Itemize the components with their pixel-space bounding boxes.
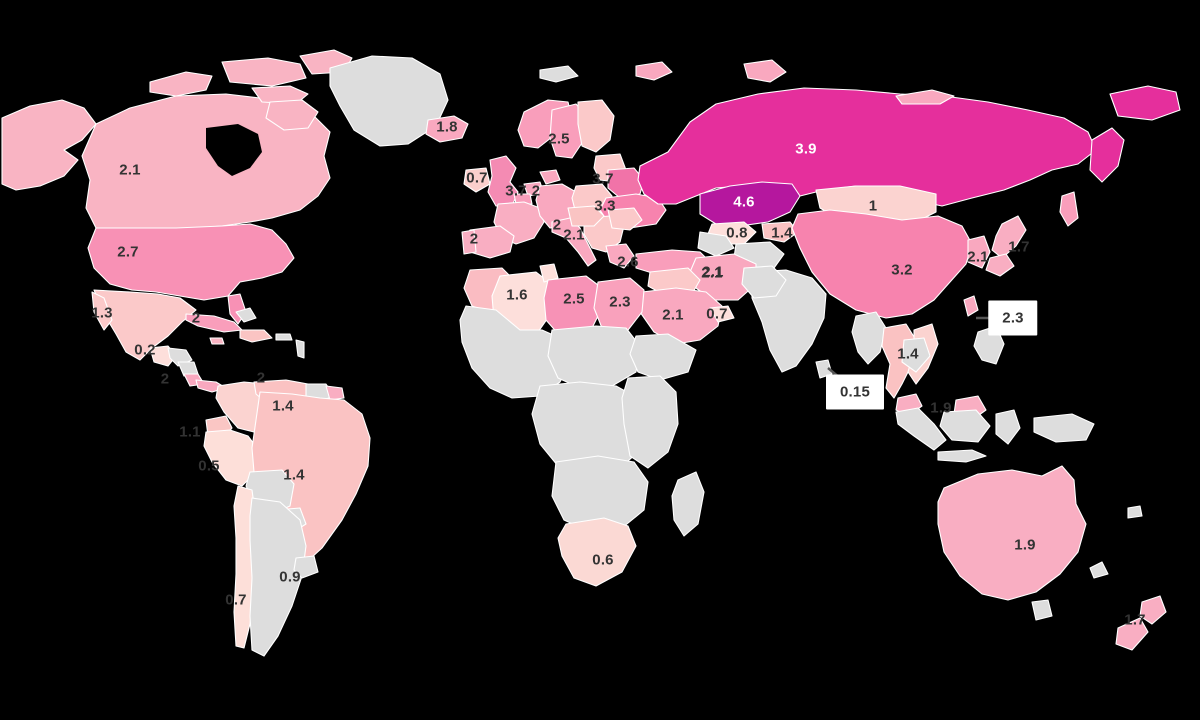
country-australia	[937, 465, 1087, 601]
country-finland	[577, 99, 615, 153]
canada-baffin-island	[265, 99, 319, 131]
africa-sahel	[547, 325, 641, 389]
svalbard	[635, 61, 673, 81]
country-austria-hungary	[567, 205, 605, 227]
country-japan	[991, 215, 1027, 259]
russia-sakhalin	[1059, 191, 1079, 227]
pacific-islands-1	[1127, 505, 1143, 519]
africa-south-central	[551, 455, 649, 533]
country-kyrgyzstan	[761, 221, 799, 243]
country-qatar-uae	[709, 305, 735, 323]
canada-arctic-island-2	[221, 57, 307, 87]
country-greenland	[329, 55, 449, 147]
country-new-zealand-south	[1115, 617, 1149, 651]
country-papua-new-guinea	[1033, 413, 1095, 443]
country-mexico	[93, 289, 197, 361]
country-jamaica	[209, 337, 225, 345]
canada-arctic-island-3	[251, 85, 309, 105]
country-puerto-rico	[275, 333, 293, 341]
country-pakistan	[741, 265, 787, 299]
country-cuba	[185, 313, 243, 333]
country-indonesia-borneo	[939, 409, 991, 443]
country-belgium	[513, 193, 533, 205]
country-new-zealand-north	[1139, 595, 1167, 625]
country-indonesia-sumatra	[895, 407, 947, 451]
country-indonesia-sulawesi	[995, 409, 1021, 445]
country-alaska	[1, 99, 97, 191]
canada-arctic-islands	[149, 71, 213, 97]
russia-arctic-islands	[895, 89, 955, 105]
country-canada	[81, 93, 331, 231]
country-tunisia	[539, 263, 559, 283]
country-french-guiana	[325, 385, 345, 401]
russia-chukotka	[1109, 85, 1181, 121]
country-taiwan	[963, 295, 979, 317]
country-united-states	[87, 223, 295, 301]
country-denmark	[539, 169, 561, 185]
russia-kamchatka	[1089, 127, 1125, 183]
country-portugal	[461, 229, 477, 255]
arctic-island-far	[539, 65, 579, 83]
country-argentina	[249, 497, 307, 657]
country-china	[791, 209, 973, 319]
country-uruguay	[293, 555, 319, 579]
africa-east	[621, 375, 679, 469]
country-laos-cambodia	[901, 337, 931, 373]
country-iceland	[425, 115, 469, 143]
country-hispaniola	[239, 329, 273, 343]
caribbean-lesser-antilles	[295, 339, 305, 359]
country-bahamas	[235, 307, 257, 323]
country-korea	[967, 235, 991, 269]
country-tasmania	[1031, 599, 1053, 621]
country-egypt	[593, 277, 645, 331]
mexico-baja	[91, 291, 113, 331]
country-saudi-arabia	[639, 287, 723, 345]
country-south-africa	[557, 517, 637, 587]
country-romania	[607, 207, 643, 231]
country-greece	[605, 243, 635, 269]
country-indonesia-java	[937, 449, 987, 463]
pacific-islands-2	[1089, 561, 1109, 579]
country-kazakhstan	[699, 181, 801, 227]
africa-horn	[629, 333, 697, 381]
country-russia	[637, 87, 1097, 207]
country-myanmar	[851, 311, 887, 365]
japan-south	[985, 253, 1015, 277]
country-sri-lanka	[815, 359, 833, 379]
russia-novaya-zemlya	[743, 59, 787, 83]
hudson-bay	[206, 124, 262, 176]
country-belarus	[607, 167, 645, 199]
country-madagascar	[671, 471, 705, 537]
country-ireland	[463, 167, 491, 193]
country-turkmenistan	[697, 231, 735, 257]
